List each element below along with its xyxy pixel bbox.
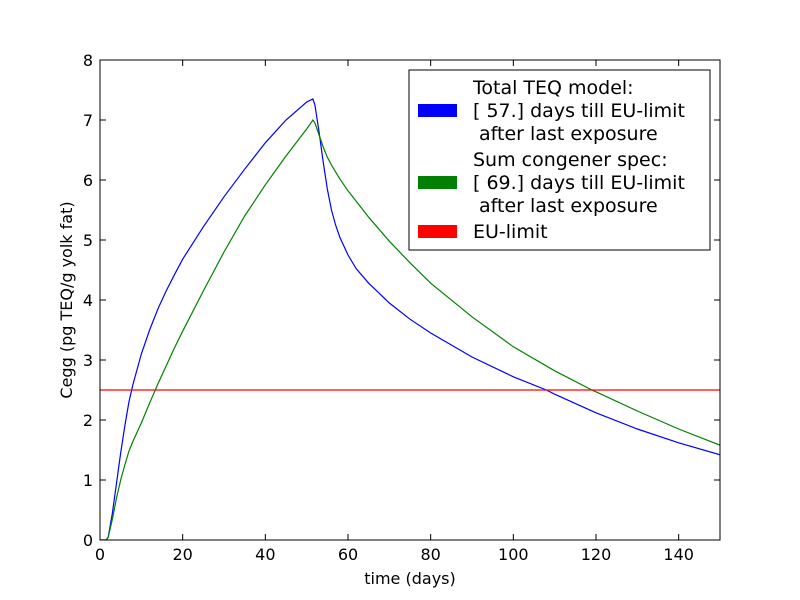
legend-swatch-0 <box>418 104 457 117</box>
legend: Total TEQ model:[ 57.] days till EU-limi… <box>408 69 711 251</box>
y-tick-label: 8 <box>83 51 93 70</box>
series-line-0 <box>100 98 720 540</box>
series-line-1 <box>100 118 720 540</box>
legend-swatch-2 <box>418 225 457 238</box>
x-tick-label: 120 <box>581 545 612 564</box>
legend-frame <box>408 69 711 251</box>
x-tick-label: 140 <box>663 545 694 564</box>
legend-label-0: Total TEQ model: <box>472 77 634 99</box>
x-tick-label: 60 <box>338 545 358 564</box>
y-tick-label: 6 <box>83 171 93 190</box>
y-tick-label: 2 <box>83 411 93 430</box>
y-tick-label: 7 <box>83 111 93 130</box>
y-tick-label: 0 <box>83 531 93 550</box>
legend-label-0: after last exposure <box>473 123 658 145</box>
y-tick-label: 5 <box>83 231 93 250</box>
legend-label-1: after last exposure <box>473 195 658 217</box>
legend-swatch-1 <box>418 176 457 189</box>
legend-label-2: EU-limit <box>473 221 548 243</box>
y-tick-label: 4 <box>83 291 93 310</box>
x-tick-label: 40 <box>255 545 275 564</box>
x-axis-label: time (days) <box>364 569 455 588</box>
y-tick-label: 3 <box>83 351 93 370</box>
x-tick-label: 0 <box>95 545 105 564</box>
legend-label-1: [ 69.] days till EU-limit <box>473 172 685 194</box>
x-tick-label: 20 <box>172 545 192 564</box>
legend-label-0: [ 57.] days till EU-limit <box>473 100 685 122</box>
y-axis-label: Cegg (pg TEQ/g yolk fat) <box>57 201 76 398</box>
y-tick-label: 1 <box>83 471 93 490</box>
x-tick-label: 80 <box>420 545 440 564</box>
legend-label-1: Sum congener spec: <box>473 149 668 171</box>
x-tick-label: 100 <box>498 545 529 564</box>
